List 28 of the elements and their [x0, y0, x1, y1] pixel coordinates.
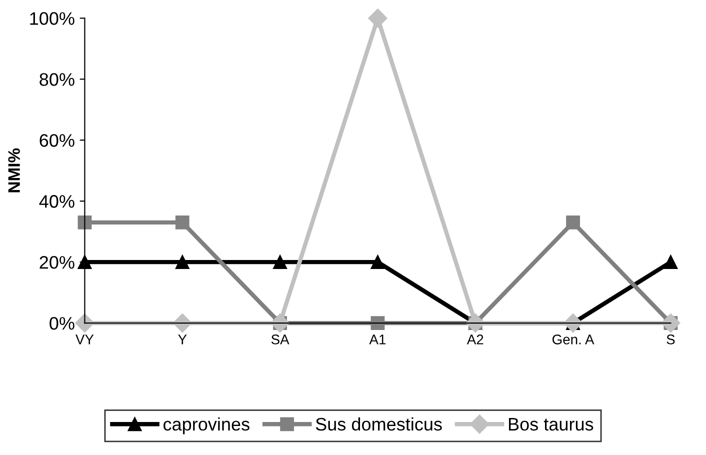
y-tick-label: 40% [39, 195, 74, 208]
point [566, 216, 580, 230]
y-tick-label: 80% [40, 73, 74, 86]
x-tick-label: S [666, 334, 675, 344]
point [370, 316, 385, 330]
y-tick-label: 60% [40, 134, 74, 147]
y-tick-label: 100% [30, 12, 74, 25]
x-tick-label: Gen. A [552, 334, 594, 344]
point [370, 255, 385, 270]
point [661, 314, 680, 333]
legend-label: Bos taurus [508, 418, 594, 431]
y-tick-label: 20% [40, 256, 74, 269]
point [75, 314, 94, 333]
point [172, 314, 192, 333]
x-tick-label: A2 [466, 334, 484, 344]
x-tick-label: Y [178, 334, 187, 344]
legend-label: Sus domesticus [316, 417, 442, 431]
point [368, 8, 388, 28]
legend-label: caprovines [164, 417, 250, 434]
y-axis-title: NMI% [8, 148, 20, 192]
y-tick-label: 0% [50, 316, 74, 330]
x-tick-label: VY [76, 334, 94, 344]
point [175, 216, 190, 230]
point [273, 255, 287, 270]
x-tick-label: A1 [369, 334, 386, 344]
x-tick-label: SA [271, 334, 290, 344]
point [664, 255, 678, 270]
point [175, 255, 190, 270]
